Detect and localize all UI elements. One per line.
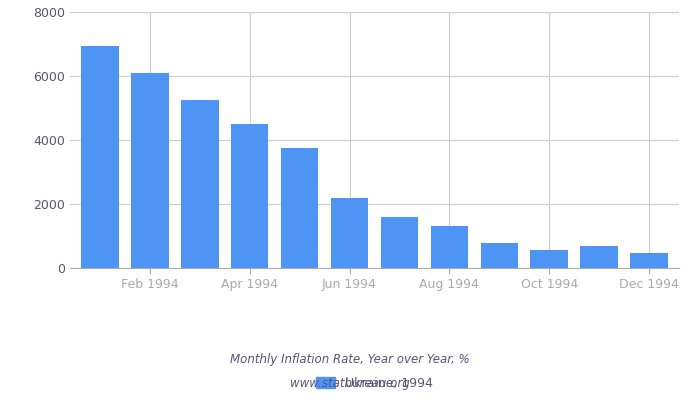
Bar [181, 100, 218, 268]
Bar [331, 198, 368, 268]
Bar [231, 124, 268, 268]
Bar [381, 217, 418, 268]
Bar [531, 250, 568, 268]
Bar [481, 243, 518, 268]
Legend: Ukraine, 1994: Ukraine, 1994 [312, 372, 438, 395]
Bar [630, 253, 668, 268]
Bar [580, 246, 618, 268]
Bar [131, 73, 169, 268]
Bar [281, 148, 318, 268]
Text: www.statbureau.org: www.statbureau.org [290, 378, 410, 390]
Text: Monthly Inflation Rate, Year over Year, %: Monthly Inflation Rate, Year over Year, … [230, 354, 470, 366]
Bar [430, 226, 468, 268]
Bar [81, 46, 119, 268]
